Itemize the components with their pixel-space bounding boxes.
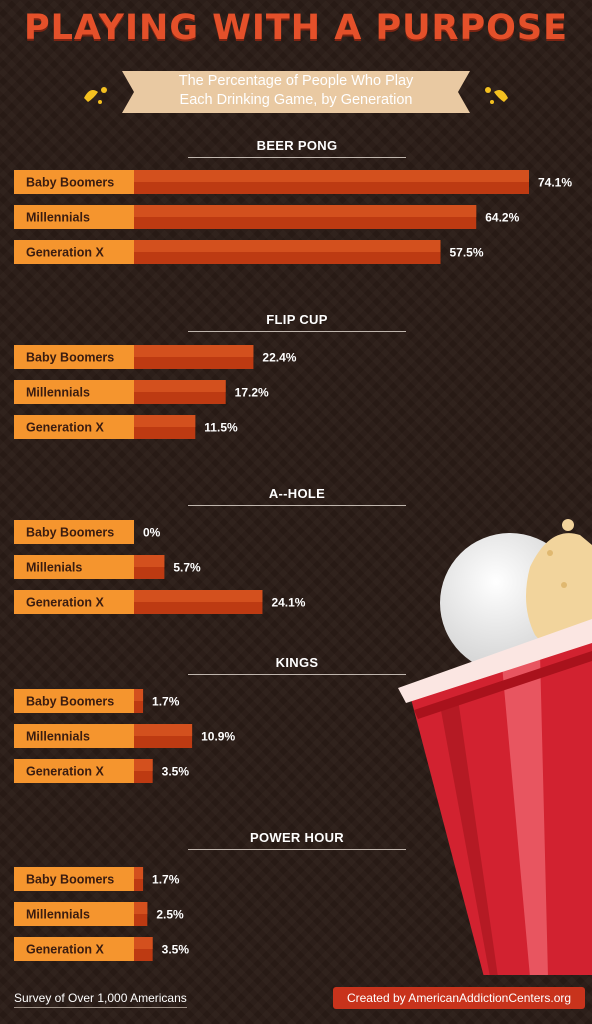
- subtitle-line-1: The Percentage of People Who Play: [178, 73, 414, 89]
- value-label: 2.5%: [156, 908, 184, 922]
- category-label-box: [14, 759, 134, 783]
- subtitle-ribbon: The Percentage of People Who Play Each D…: [122, 68, 470, 116]
- bar-row: Baby Boomers 22.4%: [14, 345, 297, 369]
- section-title-kings: KINGS: [275, 655, 319, 670]
- bar-row: Generation X 3.5%: [14, 937, 189, 961]
- category-label-box: [14, 205, 134, 229]
- section-title-power-hour: POWER HOUR: [250, 830, 344, 845]
- category-label-box: [14, 724, 134, 748]
- value-label: 24.1%: [271, 596, 305, 610]
- bar-row: Generation X 57.5%: [14, 240, 484, 264]
- section-rule: [188, 505, 406, 506]
- category-label-box: [14, 345, 134, 369]
- category-label-box: [14, 689, 134, 713]
- bar-highlight: [134, 724, 193, 736]
- bar-row: Baby Boomers 74.1%: [14, 170, 572, 194]
- category-label: Generation X: [26, 246, 104, 260]
- beer-splash-icon: [84, 87, 107, 104]
- subtitle-line-2: Each Drinking Game, by Generation: [179, 92, 413, 108]
- category-label-box: [14, 937, 134, 961]
- value-label: 3.5%: [162, 943, 190, 957]
- category-label-box: [14, 590, 134, 614]
- bar-highlight: [134, 689, 144, 701]
- bar-highlight: [134, 415, 196, 427]
- red-cup-illustration: [398, 519, 592, 975]
- section-title-a-hole: A--HOLE: [268, 486, 326, 501]
- category-label: Millennials: [26, 730, 90, 744]
- section-rule: [188, 331, 406, 332]
- value-label: 10.9%: [201, 730, 235, 744]
- category-label: Millennials: [26, 386, 90, 400]
- bar-highlight: [134, 205, 477, 217]
- section-title-beer-pong: BEER PONG: [256, 138, 338, 153]
- bar-highlight: [134, 590, 263, 602]
- category-label: Baby Boomers: [26, 176, 114, 190]
- value-label: 22.4%: [262, 351, 296, 365]
- subtitle: The Percentage of People Who Play Each D…: [122, 72, 470, 110]
- value-label: 17.2%: [235, 386, 269, 400]
- value-label: 1.7%: [152, 695, 180, 709]
- category-label: Baby Boomers: [26, 351, 114, 365]
- bar-row: Generation X 11.5%: [14, 415, 238, 439]
- bar-highlight: [134, 937, 153, 949]
- value-label: 3.5%: [162, 765, 190, 779]
- value-label: 5.7%: [173, 561, 201, 575]
- bar-highlight: [134, 345, 254, 357]
- bar-highlight: [134, 902, 148, 914]
- value-label: 1.7%: [152, 873, 180, 887]
- bar-row: Baby Boomers 0%: [14, 520, 161, 544]
- category-label: Generation X: [26, 421, 104, 435]
- value-label: 0%: [143, 526, 161, 540]
- category-label-box: [14, 520, 134, 544]
- category-label-box: [14, 867, 134, 891]
- bar-row: Millennials 17.2%: [14, 380, 269, 404]
- bar-row: Baby Boomers 1.7%: [14, 689, 180, 713]
- bar-row: Generation X 24.1%: [14, 590, 306, 614]
- category-label-box: [14, 555, 134, 579]
- bar-row: Millennials 10.9%: [14, 724, 235, 748]
- category-label-box: [14, 415, 134, 439]
- bar-row: Generation X 3.5%: [14, 759, 189, 783]
- category-label: Generation X: [26, 943, 104, 957]
- survey-note: Survey of Over 1,000 Americans: [14, 991, 187, 1008]
- bar-highlight: [134, 555, 165, 567]
- bar-highlight: [134, 867, 144, 879]
- category-label-box: [14, 170, 134, 194]
- category-label: Millennials: [26, 211, 90, 225]
- section-rule: [188, 674, 406, 675]
- section-title-flip-cup: FLIP CUP: [266, 312, 328, 327]
- category-label-box: [14, 240, 134, 264]
- category-label: Generation X: [26, 765, 104, 779]
- bar-highlight: [134, 170, 529, 182]
- credit-badge: Created by AmericanAddictionCenters.org: [333, 987, 585, 1009]
- section-rule: [188, 849, 406, 850]
- category-label-box: [14, 902, 134, 926]
- bar-row: Millennials 2.5%: [14, 902, 184, 926]
- category-label: Millennials: [26, 908, 90, 922]
- value-label: 74.1%: [538, 176, 572, 190]
- category-label: Baby Boomers: [26, 526, 114, 540]
- value-label: 57.5%: [450, 246, 484, 260]
- bar-row: Millenials 5.7%: [14, 555, 201, 579]
- page-title: Playing With a Purpose: [23, 8, 569, 48]
- value-label: 11.5%: [204, 421, 238, 435]
- ribbon-shape: [122, 71, 470, 113]
- category-label: Baby Boomers: [26, 873, 114, 887]
- bar-highlight: [134, 240, 441, 252]
- category-label-box: [14, 380, 134, 404]
- category-label: Millenials: [26, 561, 82, 575]
- value-label: 64.2%: [485, 211, 519, 225]
- beer-splash-icon: [485, 87, 508, 104]
- bar-highlight: [134, 759, 153, 771]
- section-rule: [188, 157, 406, 158]
- category-label: Baby Boomers: [26, 695, 114, 709]
- category-label: Generation X: [26, 596, 104, 610]
- bar-row: Millennials 64.2%: [14, 205, 520, 229]
- bar-highlight: [134, 380, 226, 392]
- bar-row: Baby Boomers 1.7%: [14, 867, 180, 891]
